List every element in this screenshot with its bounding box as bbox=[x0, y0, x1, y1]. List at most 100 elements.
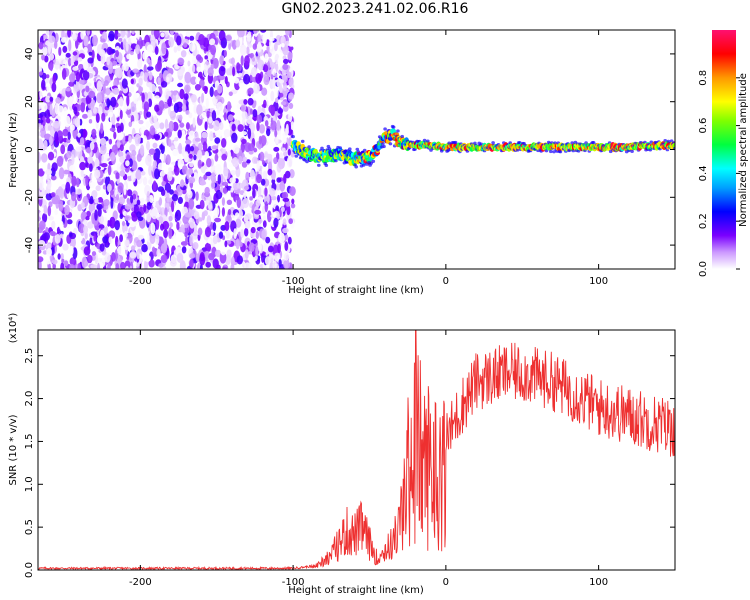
noise-cell bbox=[189, 42, 196, 52]
noise-cell bbox=[90, 264, 98, 269]
noise-cell bbox=[117, 132, 124, 141]
noise-cell bbox=[71, 33, 77, 40]
noise-cell bbox=[214, 163, 222, 175]
noise-cell bbox=[278, 259, 282, 268]
noise-cell bbox=[82, 113, 88, 119]
noise-cell bbox=[189, 234, 194, 246]
snr-series-line bbox=[38, 330, 675, 570]
noise-cell bbox=[190, 76, 198, 85]
noise-cell bbox=[186, 168, 190, 180]
noise-cell bbox=[259, 124, 265, 134]
noise-cell bbox=[289, 169, 295, 179]
y-tick-label: 0 bbox=[24, 146, 35, 152]
noise-cell bbox=[75, 71, 81, 82]
colorbar-label: Normalized spectral amplitude bbox=[738, 73, 749, 227]
noise-cell bbox=[51, 162, 58, 172]
noise-cell bbox=[89, 195, 94, 204]
noise-cell bbox=[59, 220, 64, 231]
noise-cell bbox=[188, 198, 195, 210]
noise-cell bbox=[277, 243, 281, 254]
noise-cell bbox=[146, 57, 151, 64]
noise-cell bbox=[283, 58, 289, 64]
noise-cell bbox=[52, 74, 57, 85]
noise-cell bbox=[155, 217, 160, 230]
noise-cell bbox=[154, 95, 160, 101]
noise-cell bbox=[119, 96, 124, 107]
noise-cell bbox=[154, 46, 159, 55]
noise-cell bbox=[281, 191, 289, 199]
noise-cell bbox=[38, 104, 42, 110]
noise-cell bbox=[228, 42, 232, 50]
noise-cell bbox=[40, 102, 48, 112]
noise-cell bbox=[125, 41, 129, 52]
noise-cell bbox=[235, 218, 242, 228]
noise-cell bbox=[98, 215, 104, 224]
noise-cell bbox=[146, 190, 150, 203]
y-tick-label: 0.0 bbox=[24, 562, 35, 578]
noise-cell bbox=[100, 38, 106, 43]
noise-cell bbox=[192, 64, 196, 73]
noise-cell bbox=[176, 221, 180, 231]
spectrogram-image bbox=[38, 30, 675, 269]
noise-cell bbox=[212, 222, 217, 232]
noise-cell bbox=[270, 106, 275, 117]
noise-cell bbox=[119, 234, 123, 243]
noise-cell bbox=[124, 260, 131, 269]
noise-cell bbox=[204, 55, 208, 60]
noise-cell bbox=[256, 160, 260, 172]
noise-cell bbox=[177, 82, 184, 88]
noise-cell bbox=[239, 44, 247, 56]
y-tick-label: 2.0 bbox=[24, 391, 35, 407]
noise-cell bbox=[103, 80, 109, 86]
noise-cell bbox=[260, 30, 267, 33]
noise-cell bbox=[44, 133, 51, 140]
noise-cell bbox=[73, 209, 79, 218]
noise-cell bbox=[284, 234, 289, 241]
noise-cell bbox=[246, 37, 252, 42]
noise-cell bbox=[145, 155, 152, 167]
noise-cell bbox=[185, 236, 189, 244]
noise-cell bbox=[165, 60, 172, 68]
noise-cell bbox=[83, 35, 88, 47]
noise-cell bbox=[137, 234, 144, 240]
noise-cell bbox=[65, 181, 71, 194]
noise-cell bbox=[160, 81, 168, 88]
noise-cell bbox=[136, 153, 142, 162]
noise-cell bbox=[210, 63, 215, 70]
noise-cell bbox=[130, 194, 134, 204]
noise-cell bbox=[183, 151, 189, 163]
noise-cell bbox=[226, 101, 232, 112]
noise-cell bbox=[194, 84, 201, 91]
noise-cell bbox=[102, 236, 109, 244]
noise-cell bbox=[172, 148, 179, 157]
noise-cell bbox=[179, 122, 185, 128]
signal-halo bbox=[453, 140, 458, 145]
noise-cell bbox=[53, 120, 60, 129]
noise-cell bbox=[58, 58, 66, 65]
noise-cell bbox=[110, 73, 114, 81]
noise-cell bbox=[80, 211, 88, 222]
noise-cell bbox=[190, 94, 197, 103]
noise-cell bbox=[151, 207, 158, 220]
noise-cell bbox=[195, 191, 199, 201]
noise-cell bbox=[140, 144, 145, 156]
noise-cell bbox=[83, 219, 88, 226]
noise-cell bbox=[163, 229, 169, 239]
noise-cell bbox=[123, 102, 128, 112]
noise-cell bbox=[171, 200, 175, 212]
noise-cell bbox=[73, 106, 78, 115]
noise-cell bbox=[241, 138, 247, 144]
noise-cell bbox=[143, 101, 150, 112]
noise-cell bbox=[143, 203, 147, 213]
noise-cell bbox=[286, 71, 292, 79]
noise-cell bbox=[272, 211, 277, 218]
noise-cell bbox=[257, 241, 262, 252]
noise-cell bbox=[231, 123, 236, 132]
noise-cell bbox=[196, 66, 202, 73]
noise-cell bbox=[131, 149, 137, 157]
noise-cell bbox=[203, 210, 208, 217]
noise-cell bbox=[204, 242, 212, 252]
noise-cell bbox=[283, 151, 288, 157]
noise-cell bbox=[125, 160, 130, 167]
noise-cell bbox=[100, 163, 108, 168]
